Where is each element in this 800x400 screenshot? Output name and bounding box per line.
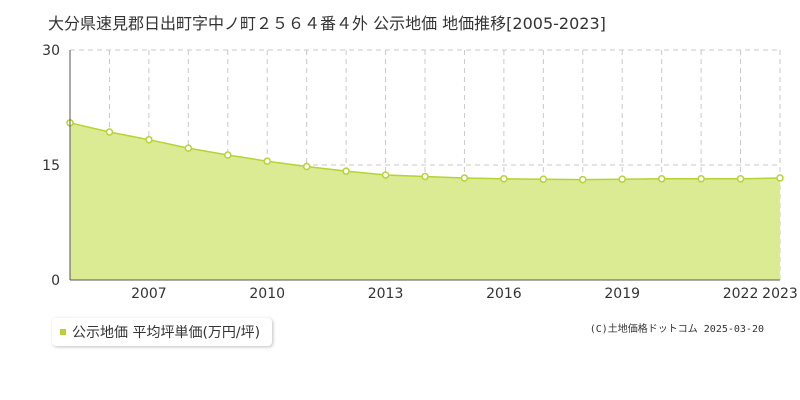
data-point: [421, 172, 429, 181]
area-fill: [70, 122, 780, 280]
data-point: [184, 144, 193, 152]
chart-title: 大分県速見郡日出町字中ノ町２５６４番４外 公示地価 地価推移[2005-2023…: [48, 14, 606, 33]
x-tick-label: 2019: [604, 286, 640, 302]
data-point: [460, 174, 469, 182]
y-tick-label: 30: [42, 43, 60, 59]
data-point: [618, 175, 626, 183]
x-tick-label: 2022: [723, 286, 759, 302]
data-point: [736, 175, 745, 183]
x-tick-label: 2016: [486, 286, 522, 302]
data-point: [105, 128, 114, 136]
tick-labels: 0 15 30 2007 2010 2013 2016 2019 2022 2023: [42, 43, 798, 302]
data-point: [224, 151, 232, 159]
x-tick-label: 2013: [368, 286, 404, 302]
x-tick-label: 2023: [762, 286, 798, 302]
data-point: [657, 175, 666, 183]
data-point: [697, 175, 705, 183]
data-point: [579, 175, 587, 184]
x-tick-label: 2010: [249, 286, 285, 302]
data-point: [263, 157, 271, 165]
axes: [69, 50, 780, 281]
x-tick-label: 2007: [131, 286, 167, 302]
data-point: [500, 175, 508, 183]
y-tick-label: 15: [42, 158, 60, 174]
data-point: [381, 171, 390, 179]
legend: 公示地価 平均坪単価(万円/坪): [52, 318, 273, 346]
data-point: [776, 174, 784, 182]
legend-label: 公示地価 平均坪単価(万円/坪): [72, 325, 261, 341]
data-point: [342, 167, 350, 175]
credit-text: (C)土地価格ドットコム 2025-03-20: [589, 324, 764, 335]
data-points: [66, 119, 784, 184]
data-point: [302, 162, 311, 171]
y-tick-label: 0: [51, 273, 60, 289]
data-point: [145, 135, 153, 144]
legend-swatch: [60, 329, 66, 335]
data-point: [539, 175, 548, 183]
